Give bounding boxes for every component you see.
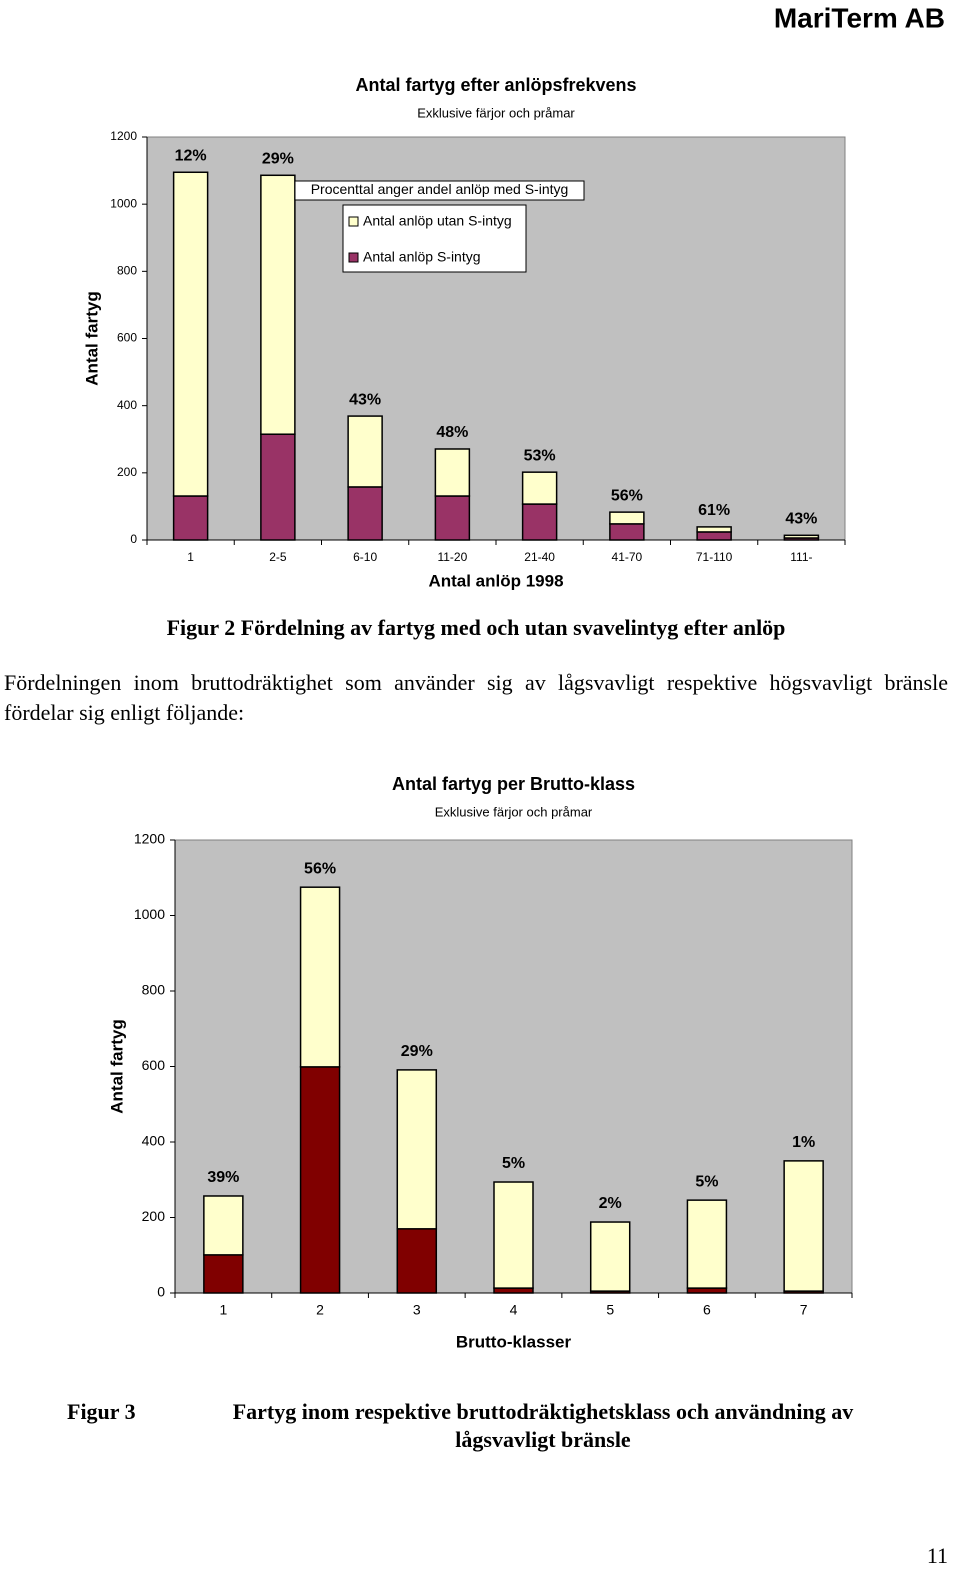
bar-segment — [172, 495, 209, 541]
bar-segment — [493, 1181, 534, 1289]
x-tick-label: 2 — [316, 1302, 324, 1318]
x-tick-label: 5 — [606, 1302, 614, 1318]
x-tick-label: 1 — [187, 550, 194, 564]
x-tick-label: 21-40 — [524, 550, 555, 564]
x-axis-title: Brutto-klasser — [456, 1332, 572, 1351]
bar-annotation: 43% — [785, 511, 817, 528]
y-tick-label: 0 — [157, 1284, 165, 1300]
y-tick-label: 600 — [142, 1057, 166, 1073]
x-tick-label: 71-110 — [696, 550, 733, 564]
bar-annotation: 29% — [262, 151, 294, 168]
y-tick-label: 0 — [130, 532, 137, 546]
bar-segment — [783, 534, 820, 539]
bar-segment — [521, 503, 558, 541]
y-tick-label: 800 — [142, 982, 166, 998]
y-tick-label: 400 — [142, 1133, 166, 1149]
legend-swatch — [348, 216, 359, 227]
x-tick-label: 1 — [219, 1302, 227, 1318]
chart-title: Antal fartyg per Brutto-klass — [392, 774, 635, 794]
bar-annotation: 43% — [349, 391, 381, 408]
y-axis-title: Antal fartyg — [82, 291, 101, 385]
x-tick-label: 41-70 — [612, 550, 643, 564]
x-tick-label: 6-10 — [353, 550, 377, 564]
bar-segment — [396, 1069, 438, 1230]
x-tick-label: 2-5 — [269, 550, 287, 564]
bar-segment — [260, 174, 296, 435]
legend-box — [342, 204, 527, 273]
bar-annotation: 53% — [524, 447, 556, 464]
y-tick-label: 1000 — [110, 196, 137, 210]
chart-subtitle: Exklusive färjor och pråmar — [417, 105, 575, 120]
y-tick-label: 600 — [117, 331, 137, 345]
bar-segment — [434, 448, 471, 497]
figure-caption: Figur 2 Fördelning av fartyg med och uta… — [167, 615, 786, 640]
chart-subtitle: Exklusive färjor och pråmar — [435, 804, 593, 819]
bar-segment — [203, 1254, 244, 1294]
y-tick-label: 200 — [117, 465, 137, 479]
x-tick-label: 7 — [800, 1302, 808, 1318]
bar-segment — [521, 471, 558, 505]
y-tick-label: 1200 — [110, 129, 137, 143]
bar-annotation: 5% — [502, 1155, 525, 1172]
chart-title: Antal fartyg efter anlöpsfrekvens — [355, 75, 636, 95]
bar-annotation: 39% — [207, 1169, 239, 1186]
bar-annotation: 2% — [599, 1195, 622, 1212]
bar-segment — [696, 526, 732, 533]
legend-label: Antal anlöp S-intyg — [363, 249, 481, 265]
x-tick-label: 4 — [510, 1302, 518, 1318]
bar-segment — [609, 511, 645, 525]
y-tick-label: 400 — [117, 398, 137, 412]
bar-segment — [686, 1199, 728, 1289]
bar-segment — [172, 171, 209, 497]
bar-annotation: 48% — [436, 424, 468, 441]
bar-segment — [434, 495, 471, 541]
y-tick-label: 800 — [117, 264, 137, 278]
bar-segment — [783, 1160, 824, 1292]
y-axis-title: Antal fartyg — [107, 1019, 126, 1113]
bar-annotation: 56% — [611, 487, 643, 504]
legend-label: Antal anlöp utan S-intyg — [363, 213, 512, 229]
bar-annotation: 56% — [304, 860, 336, 877]
bar-segment — [347, 415, 383, 488]
paragraph: Fördelningen inom bruttodräktighet som a… — [4, 670, 948, 725]
x-tick-label: 11-20 — [437, 550, 467, 564]
bar-annotation: 12% — [175, 147, 207, 164]
x-axis-title: Antal anlöp 1998 — [428, 571, 563, 590]
figure-label: Figur 3 — [67, 1399, 136, 1424]
bar-annotation: 1% — [792, 1134, 815, 1151]
note: Procenttal anger andel anlöp med S-intyg — [311, 181, 569, 197]
bar-segment — [203, 1195, 244, 1256]
bar-segment — [299, 1066, 341, 1294]
bar-annotation: 5% — [695, 1173, 718, 1190]
page-number: 11 — [927, 1543, 948, 1568]
note-box — [294, 180, 585, 201]
figure-caption: Fartyg inom respektive bruttodräktighets… — [232, 1399, 854, 1452]
bar-segment — [609, 523, 645, 541]
y-tick-label: 1200 — [134, 831, 165, 847]
bar-segment — [696, 531, 732, 541]
x-tick-label: 111- — [790, 550, 812, 564]
bar-segment — [299, 886, 341, 1068]
y-tick-label: 200 — [142, 1208, 166, 1224]
bar-segment — [396, 1228, 438, 1294]
y-tick-label: 1000 — [134, 906, 165, 922]
header: MariTerm AB — [774, 2, 945, 33]
bar-segment — [260, 433, 296, 541]
bar-segment — [589, 1221, 631, 1292]
x-tick-label: 6 — [703, 1302, 711, 1318]
legend-swatch — [348, 252, 359, 263]
bar-annotation: 29% — [401, 1043, 433, 1060]
bar-annotation: 61% — [698, 502, 730, 519]
bar-segment — [347, 486, 383, 541]
x-tick-label: 3 — [413, 1302, 421, 1318]
